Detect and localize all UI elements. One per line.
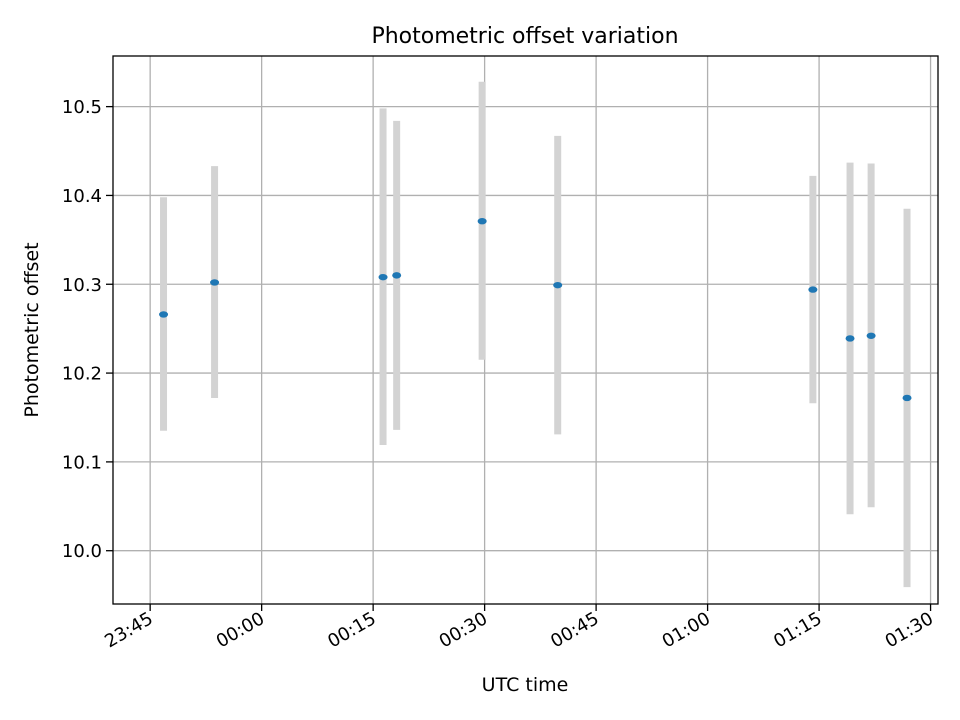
y-tick-label: 10.2 [62,364,102,385]
data-point [845,335,855,342]
data-point [392,272,402,279]
y-tick-label: 10.3 [62,275,102,296]
data-point [808,286,818,293]
x-axis-label: UTC time [482,674,569,696]
data-point [866,332,876,339]
y-tick-label: 10.1 [62,452,102,473]
y-tick-label: 10.0 [62,541,102,562]
y-tick-label: 10.5 [62,97,102,118]
grid [113,56,938,604]
plot-frame [112,55,939,605]
y-axis-label: Photometric offset [21,242,43,417]
data-point [477,217,487,225]
y-tick-label: 10.4 [62,186,102,207]
data-points [159,217,912,402]
data-point [210,279,220,286]
data-point [553,281,563,289]
data-point [378,273,388,281]
chart-title: Photometric offset variation [371,24,678,49]
data-point [159,311,169,318]
y-axis-ticks: 10.0 10.1 10.2 10.3 10.4 10.5 [62,97,113,562]
data-point [902,394,912,402]
